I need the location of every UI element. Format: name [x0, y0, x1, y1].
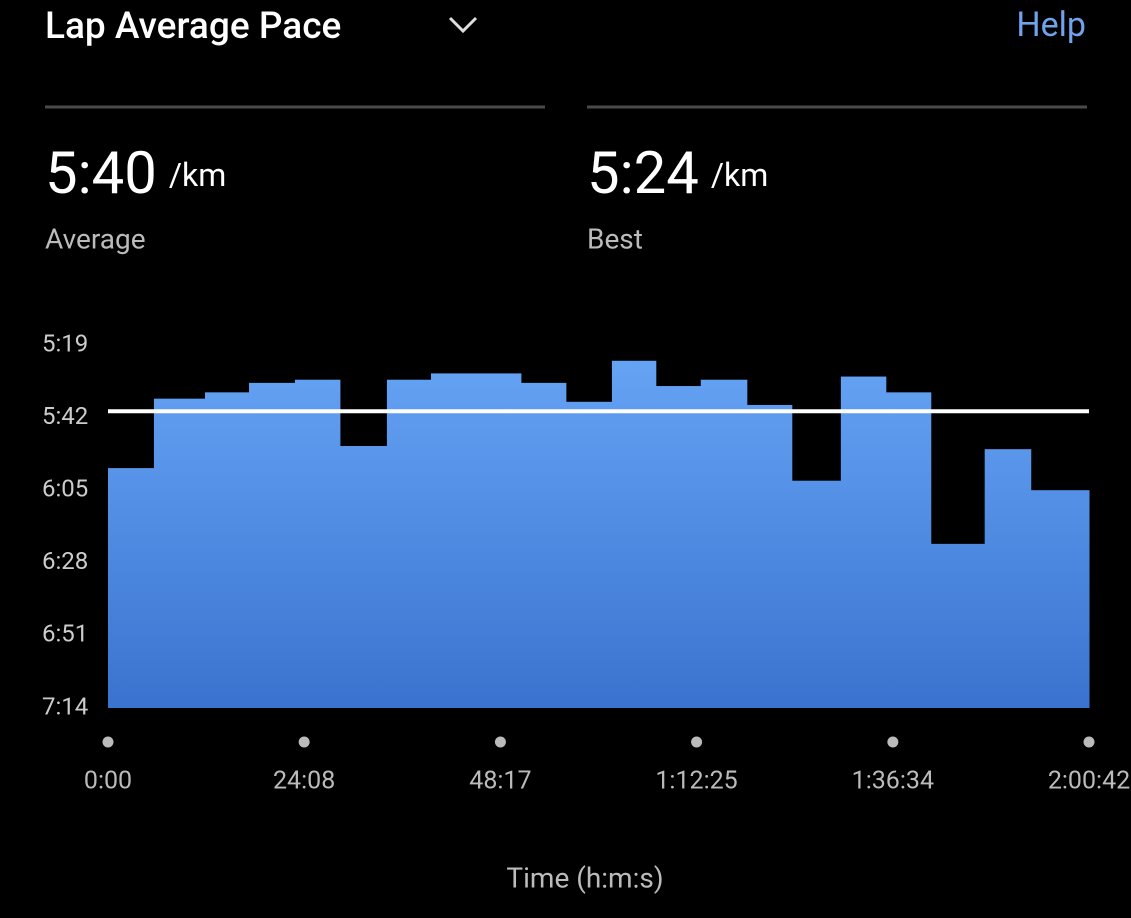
stat-number: 5:40 [45, 140, 157, 208]
help-link[interactable]: Help [1016, 5, 1086, 45]
x-tick-label: 24:08 [273, 767, 335, 796]
y-tick-label: 7:14 [42, 692, 88, 720]
dropdown-chevron[interactable] [448, 16, 478, 34]
lap-bar [885, 392, 932, 708]
lap-bar [294, 379, 341, 708]
lap-bar [611, 360, 657, 708]
lap-bar [430, 373, 522, 708]
x-tick-dot [691, 736, 703, 748]
x-tick-label: 2:00:42 [1048, 767, 1130, 796]
stat-value: 5:40/km [45, 140, 226, 208]
lap-bar [930, 543, 986, 708]
stat-number: 5:24 [587, 140, 699, 208]
lap-bar [840, 376, 887, 708]
x-tick-dot [298, 736, 310, 748]
lap-bar [386, 379, 432, 708]
lap-bar [700, 379, 748, 708]
x-tick-label: 0:00 [84, 767, 132, 796]
stat-label: Average [45, 222, 146, 255]
y-tick-label: 6:05 [42, 475, 88, 503]
x-tick-label: 1:12:25 [655, 767, 737, 796]
lap-bar [339, 446, 388, 708]
lap-bar [1030, 490, 1090, 708]
lap-bar [984, 449, 1032, 708]
x-tick-label: 1:36:34 [852, 767, 934, 796]
stat-unit: /km [711, 156, 768, 194]
lap-bar [108, 468, 155, 708]
stat-label: Best [587, 222, 643, 255]
stat-value: 5:24/km [587, 140, 768, 208]
x-tick-dot [887, 736, 899, 748]
lap-bar [565, 401, 613, 708]
y-tick-label: 5:19 [42, 329, 88, 357]
lap-bar [153, 398, 206, 708]
page-title: Lap Average Pace [45, 5, 341, 48]
x-tick-dot [1083, 736, 1095, 748]
x-axis-title: Time (h:m:s) [506, 861, 663, 894]
y-tick-label: 5:42 [42, 402, 88, 430]
stat-unit: /km [169, 156, 226, 194]
x-tick-dot [102, 736, 114, 748]
lap-bar [746, 404, 793, 708]
lap-bar [791, 480, 842, 708]
y-tick-label: 6:51 [42, 620, 88, 648]
x-tick-dot [494, 736, 506, 748]
lap-bar [520, 382, 567, 708]
y-tick-label: 6:28 [42, 547, 88, 575]
lap-bar [249, 382, 296, 708]
lap-bar [204, 392, 250, 708]
x-tick-label: 48:17 [469, 767, 531, 796]
lap-bar [655, 386, 702, 708]
